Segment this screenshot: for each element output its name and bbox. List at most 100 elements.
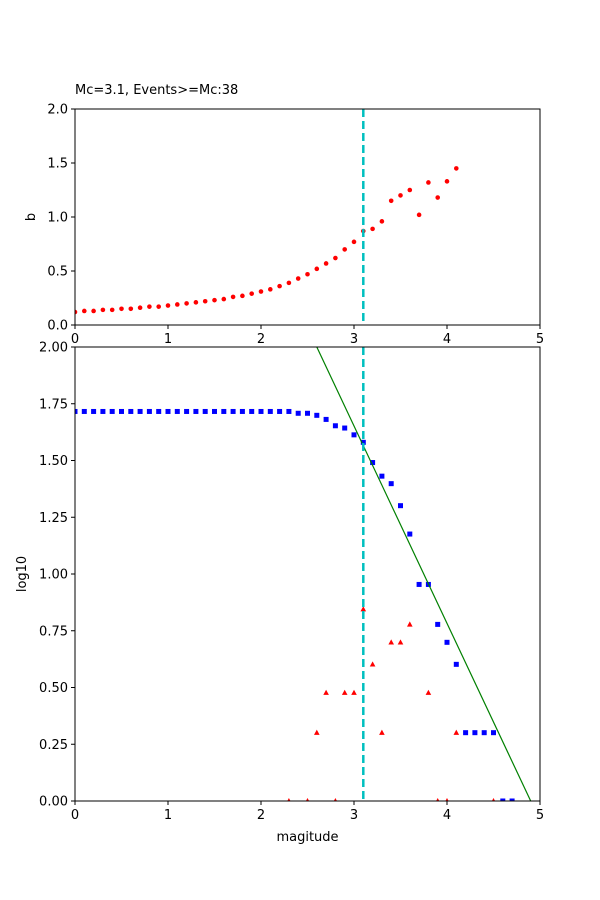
bottom-y-tick-label-5: 1.25	[39, 511, 68, 526]
bottom-x-axis-label: magitude	[276, 830, 338, 845]
bottom-series-1-point-4	[333, 798, 338, 801]
bottom-series-0-point-20	[258, 408, 264, 414]
bottom-series-1-point-9	[379, 729, 385, 735]
top-series-0-point-25	[305, 271, 310, 277]
bottom-x-tick-label-1: 1	[164, 808, 172, 823]
bottom-series-0-point-23	[286, 408, 292, 414]
top-series-0-point-15	[212, 297, 217, 303]
bottom-series-0-point-13	[193, 408, 199, 414]
bottom-series-0-point-39	[435, 621, 441, 627]
top-y-axis-label: b	[24, 213, 39, 221]
top-x-tick-label-4: 4	[443, 332, 451, 347]
top-series-0-point-20	[258, 289, 264, 294]
bottom-series-1-point-8	[369, 661, 376, 667]
bottom-x-tick-label-4: 4	[443, 808, 451, 823]
bottom-series-0-point-34	[388, 481, 394, 487]
bottom-x-tick-label-0: 0	[71, 808, 79, 823]
bottom-series-0-point-11	[174, 408, 180, 414]
top-y-tick-label-3: 1.5	[47, 157, 68, 172]
bottom-series-0-point-28	[332, 423, 338, 429]
bottom-series-1-point-14	[436, 798, 440, 801]
bottom-series-1-point-12	[407, 621, 413, 627]
top-series-0-point-14	[202, 298, 208, 304]
bottom-series-0-point-43	[472, 730, 478, 736]
top-series-0-point-2	[91, 308, 96, 314]
bottom-series-0-point-8	[146, 408, 152, 414]
bottom-series-1-point-16	[453, 729, 460, 735]
bottom-series-0-point-41	[453, 661, 459, 667]
top-series-0-point-22	[277, 283, 282, 289]
top-series-0-point-11	[175, 302, 180, 307]
top-chart-title: Mc=3.1, Events>=Mc:38	[75, 83, 238, 98]
top-series-0-point-34	[388, 198, 394, 204]
top-series-0-point-23	[286, 280, 292, 286]
bottom-series-1-point-11	[397, 639, 404, 645]
bottom-series-0-point-22	[277, 408, 283, 414]
top-series-0-point-1	[82, 308, 87, 314]
bottom-series-0-point-30	[351, 432, 357, 438]
top-plot-area	[75, 166, 459, 315]
bottom-series-0-point-36	[407, 531, 413, 537]
bottom-series-0-point-27	[323, 416, 329, 422]
bottom-series-1-point-15	[445, 798, 449, 801]
bottom-series-0-point-31	[360, 439, 366, 445]
top-series-0-point-7	[137, 305, 143, 311]
bottom-series-0-point-19	[249, 408, 255, 414]
bottom-series-0-point-10	[165, 408, 171, 414]
bottom-x-tick-label-5: 5	[536, 808, 544, 823]
top-series-0-point-27	[323, 261, 329, 266]
top-series-0-point-29	[342, 247, 348, 252]
bottom-series-1-point-6	[351, 689, 357, 695]
top-series-0-point-41	[454, 166, 459, 171]
top-series-0-point-28	[333, 255, 338, 261]
bottom-series-1-point-1	[305, 798, 310, 801]
bottom-series-0-point-9	[156, 408, 162, 414]
top-series-0-point-40	[444, 179, 450, 184]
top-series-0-point-38	[426, 180, 431, 185]
b-value-panel: Mc=3.1, Events>=Mc:38 b 0 1 2 3 4 5 0.0 0.5 1.0 1…	[24, 83, 544, 347]
top-series-0-point-12	[184, 301, 189, 306]
bottom-series-0-point-2	[91, 408, 97, 414]
top-y-tick-label-2: 1.0	[47, 211, 68, 226]
top-x-tick-label-5: 5	[536, 332, 544, 347]
bottom-series-0-point-1	[81, 408, 87, 414]
top-series-0-point-3	[100, 307, 106, 313]
bottom-series-0-point-0	[75, 408, 78, 414]
bottom-series-0-point-33	[379, 473, 385, 479]
top-series-0-point-32	[370, 226, 375, 232]
top-series-0-point-35	[398, 193, 403, 198]
bottom-series-0-point-15	[212, 408, 217, 414]
bottom-y-tick-label-6: 1.50	[39, 454, 68, 469]
bottom-y-tick-label-7: 1.75	[39, 397, 68, 412]
top-series-0-point-8	[147, 304, 152, 309]
top-y-tick-label-1: 0.5	[47, 265, 68, 280]
top-x-tick-label-0: 0	[71, 332, 79, 347]
bottom-series-0-point-32	[370, 460, 376, 466]
bottom-series-0-point-18	[239, 408, 245, 414]
bottom-series-0-point-17	[230, 408, 236, 414]
top-series-0-point-10	[165, 303, 171, 308]
top-series-0-point-24	[295, 276, 301, 281]
top-series-0-point-21	[268, 287, 273, 292]
bottom-fit-line	[316, 347, 532, 801]
top-series-0-point-18	[240, 293, 245, 299]
top-series-0-point-36	[407, 187, 413, 193]
bottom-y-axis-label: log10	[15, 556, 30, 592]
top-series-0-point-13	[193, 300, 199, 305]
bottom-y-tick-label-8: 2.00	[39, 341, 68, 356]
top-series-0-point-33	[379, 219, 385, 224]
bottom-series-0-point-35	[398, 503, 403, 509]
bottom-series-0-point-46	[500, 798, 506, 801]
top-series-0-point-0	[75, 309, 78, 315]
top-y-tick-label-4: 2.0	[47, 103, 68, 118]
bottom-series-0-point-7	[137, 408, 143, 414]
bottom-y-tick-label-4: 1.00	[39, 568, 68, 583]
top-series-0-point-39	[435, 195, 441, 200]
bottom-series-0-point-40	[444, 639, 450, 645]
bottom-series-0-point-44	[481, 730, 487, 736]
top-x-tick-label-2: 2	[257, 332, 265, 347]
bottom-series-0-point-21	[267, 408, 273, 414]
bottom-series-0-point-25	[305, 410, 310, 416]
